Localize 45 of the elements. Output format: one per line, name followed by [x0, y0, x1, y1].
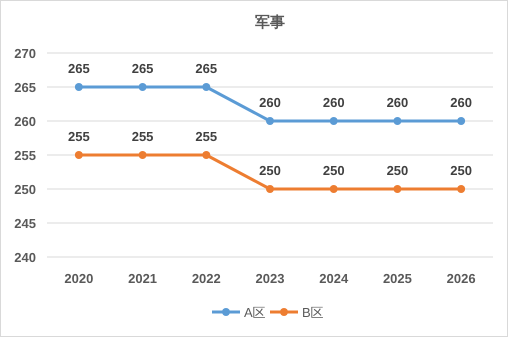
point: [393, 185, 402, 193]
data-label: 250: [450, 163, 472, 178]
data-label: 250: [386, 163, 408, 178]
data-label: 250: [322, 163, 345, 178]
x-tick-label: 2025: [382, 271, 412, 286]
y-tick-label: 270: [14, 46, 36, 61]
x-tick-label: 2022: [192, 271, 221, 286]
point: [457, 185, 466, 193]
data-label: 265: [132, 61, 154, 76]
x-tick-label: 2023: [256, 271, 284, 286]
y-tick-label: 250: [14, 182, 36, 197]
point: [74, 151, 83, 159]
data-label: 265: [68, 61, 90, 76]
data-label: 260: [386, 95, 408, 110]
x-tick-label: 2020: [64, 271, 94, 286]
point: [393, 117, 402, 125]
data-label: 260: [450, 95, 472, 110]
y-tick-label: 240: [14, 250, 36, 265]
y-tick-label: 265: [14, 80, 36, 95]
point: [202, 83, 210, 91]
point: [138, 151, 147, 159]
point: [202, 151, 210, 159]
point: [266, 117, 274, 125]
point: [330, 117, 338, 125]
chart-title: 军事: [255, 14, 285, 31]
data-label: 250: [259, 163, 281, 178]
x-tick-label: 2021: [128, 271, 158, 286]
y-tick-label: 245: [14, 216, 36, 231]
data-label: 265: [195, 61, 218, 76]
point: [457, 117, 466, 125]
legend-label: A区: [244, 305, 266, 320]
point: [74, 83, 83, 91]
point: [330, 185, 338, 193]
legend-label: B区: [302, 305, 324, 320]
point: [138, 83, 147, 91]
x-tick-label: 2026: [446, 271, 476, 286]
data-label: 255: [132, 129, 154, 144]
y-tick-label: 255: [14, 148, 36, 163]
point: [266, 185, 274, 193]
data-label: 255: [195, 129, 218, 144]
data-label: 260: [259, 95, 281, 110]
x-tick-label: 2024: [319, 271, 349, 286]
y-tick-label: 260: [14, 114, 36, 129]
data-label: 255: [68, 129, 90, 144]
data-label: 260: [322, 95, 345, 110]
